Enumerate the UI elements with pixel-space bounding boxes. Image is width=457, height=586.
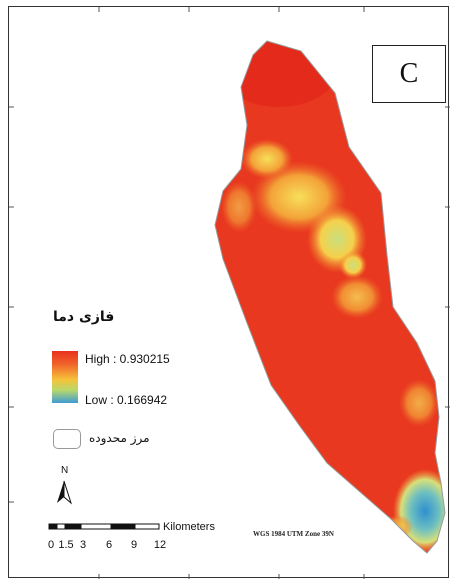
crs-label: WGS 1984 UTM Zone 39N: [253, 530, 334, 538]
scale-bar-icon: [48, 523, 160, 530]
north-arrow-icon: [57, 480, 73, 505]
legend-title: فازی دما: [53, 309, 115, 325]
boundary-label: مرز محدوده: [89, 431, 150, 445]
legend-high-label: High : 0.930215: [85, 352, 170, 366]
map-canvas: [9, 7, 450, 579]
north-arrow-letter: N: [61, 465, 69, 476]
scale-tick-label: 0: [47, 539, 55, 551]
scale-tick-label: 3: [79, 539, 87, 551]
panel-label: C: [372, 45, 446, 103]
study-region: [215, 41, 445, 553]
scale-unit-label: Kilometers: [163, 521, 215, 533]
scale-tick-label: 9: [130, 539, 138, 551]
scale-ticks: 0 1.5 3 6 9 12: [47, 539, 179, 553]
graticule-ticks: [9, 7, 450, 579]
scale-tick-label: 12: [153, 539, 167, 551]
legend-low-label: Low : 0.166942: [85, 393, 168, 407]
legend-color-ramp: [52, 351, 78, 403]
scale-tick-label: 1.5: [58, 539, 74, 551]
scale-tick-label: 6: [105, 539, 113, 551]
boundary-swatch: [53, 429, 81, 449]
map-frame: C فازی دما High : 0.930215 Low : 0.16694…: [8, 6, 450, 579]
